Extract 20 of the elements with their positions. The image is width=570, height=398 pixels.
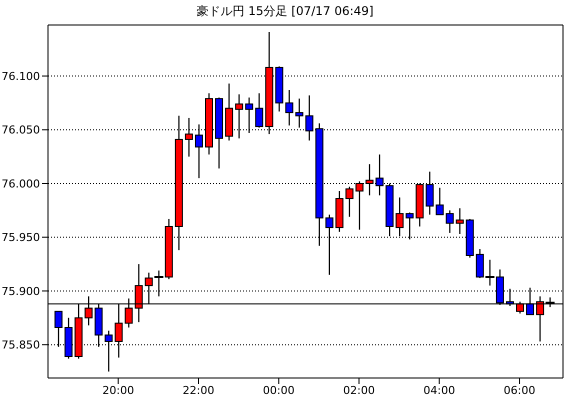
y-tick-label: 76.100: [2, 70, 40, 83]
x-tick-label: 02:00: [343, 384, 375, 397]
candlestick: [446, 210, 454, 234]
x-tick-label: 04:00: [423, 384, 456, 397]
x-tick-label: 06:00: [504, 384, 536, 397]
y-tick-label: 75.900: [2, 284, 40, 298]
candlestick: [285, 89, 294, 126]
x-tick-label: 22:00: [182, 384, 214, 397]
y-tick-label: 75.950: [2, 231, 40, 244]
y-tick-label: 76.000: [2, 177, 40, 190]
x-tick-label: 00:00: [262, 384, 295, 397]
candlestick: [255, 92, 264, 128]
x-tick-label: 20:00: [102, 384, 134, 397]
chart-title: 豪ドル円 15分足 [07/17 06:49]: [195, 3, 375, 20]
y-tick-label: 75.850: [2, 338, 40, 352]
y-tick-label: 76.050: [2, 124, 40, 137]
candlestick: [436, 187, 444, 216]
candlestick: [345, 186, 354, 218]
candlestick: [295, 98, 304, 128]
candlestick: [456, 208, 464, 235]
